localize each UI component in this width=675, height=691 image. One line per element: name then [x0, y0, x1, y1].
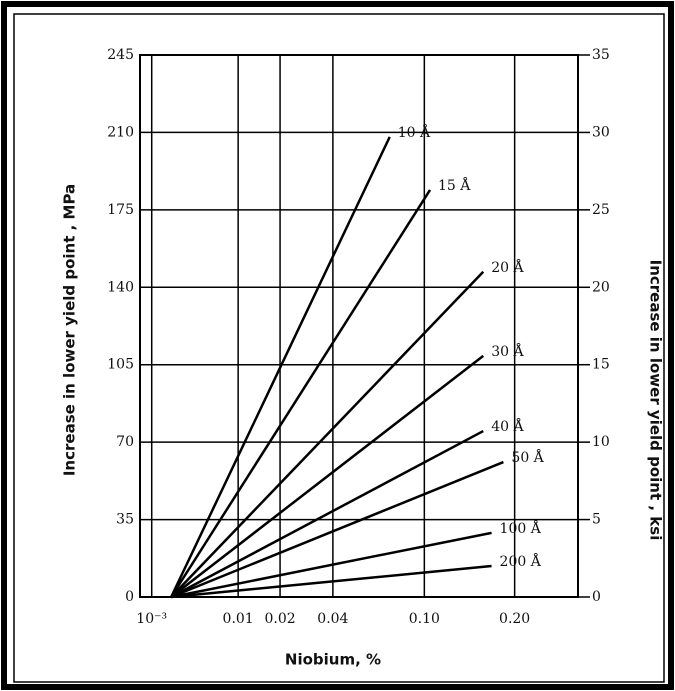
- y-tick-label: 210: [107, 124, 134, 140]
- y2-tick-label: 5: [592, 512, 601, 528]
- y-tick-label: 0: [125, 589, 134, 605]
- y-tick-label: 70: [116, 434, 134, 450]
- background: [0, 0, 675, 691]
- series-label: 40 Å: [491, 417, 524, 435]
- x-tick-label: 0.10: [409, 611, 440, 627]
- y-axis-title: Increase in lower yield point , MPa: [61, 184, 79, 476]
- x-tick-label: 0.20: [499, 611, 530, 627]
- chart: Niobium, % Increase in lower yield point…: [0, 0, 675, 691]
- series-label: 30 Å: [491, 342, 524, 360]
- x-tick-label: 0.02: [264, 611, 295, 627]
- y-tick-label: 105: [107, 357, 134, 373]
- x-tick-label: 0.04: [317, 611, 348, 627]
- series-label: 200 Å: [500, 552, 542, 570]
- y-tick-label: 245: [107, 47, 134, 63]
- y2-tick-label: 30: [592, 124, 610, 140]
- y-tick-label: 35: [116, 512, 134, 528]
- y2-tick-label: 0: [592, 589, 601, 605]
- y2-tick-label: 15: [592, 357, 610, 373]
- series-label: 15 Å: [438, 176, 471, 194]
- y2-tick-label: 35: [592, 47, 610, 63]
- y-tick-label: 140: [107, 279, 134, 295]
- series-label: 100 Å: [500, 519, 542, 537]
- y-tick-label: 175: [107, 202, 134, 218]
- series-label: 20 Å: [491, 258, 524, 276]
- y2-tick-label: 20: [592, 279, 610, 295]
- series-label: 50 Å: [511, 448, 544, 466]
- series-label: 10 Å: [398, 123, 431, 141]
- x-tick-label: 0.01: [223, 611, 254, 627]
- y2-tick-label: 10: [592, 434, 610, 450]
- x-axis-title: Niobium, %: [285, 651, 381, 669]
- y2-tick-label: 25: [592, 202, 610, 218]
- x-tick-label: 10⁻³: [136, 611, 167, 627]
- y2-axis-title: Increase in lower yield point , ksi: [647, 260, 665, 541]
